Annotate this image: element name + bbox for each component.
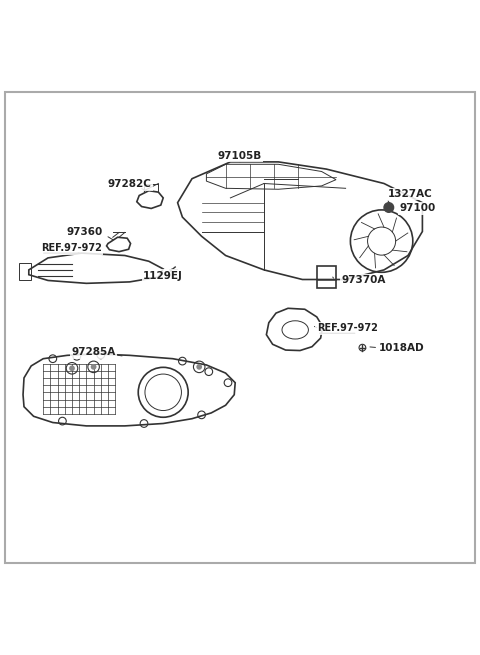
- Text: 1129EJ: 1129EJ: [143, 271, 183, 280]
- Text: 97282C: 97282C: [108, 179, 152, 189]
- Text: 97105B: 97105B: [218, 151, 262, 160]
- Bar: [317, 266, 336, 288]
- Circle shape: [69, 365, 75, 371]
- Bar: [19, 263, 31, 280]
- Text: 97370A: 97370A: [342, 276, 386, 286]
- Circle shape: [384, 202, 394, 212]
- Text: REF.97-972: REF.97-972: [41, 243, 102, 253]
- Text: 1018AD: 1018AD: [379, 343, 425, 352]
- Text: 97100: 97100: [399, 204, 436, 214]
- Text: 97360: 97360: [67, 227, 103, 238]
- Circle shape: [196, 364, 202, 369]
- Circle shape: [91, 364, 96, 369]
- Text: 1327AC: 1327AC: [388, 189, 432, 199]
- Text: REF.97-972: REF.97-972: [317, 324, 378, 333]
- Text: 97285A: 97285A: [72, 347, 116, 358]
